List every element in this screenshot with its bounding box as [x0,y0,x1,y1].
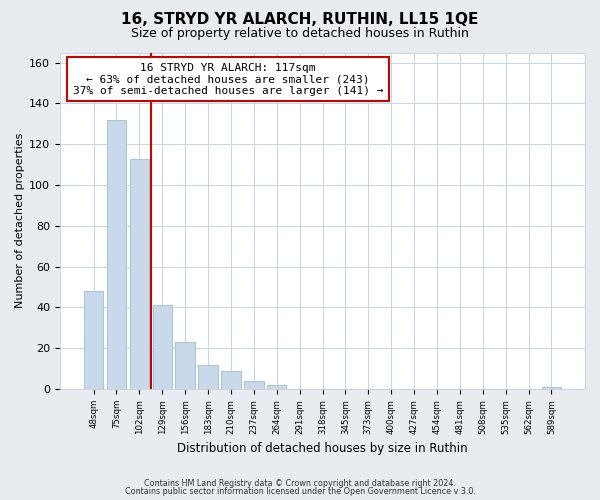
Bar [221,370,241,389]
Bar [244,381,263,389]
Text: 16 STRYD YR ALARCH: 117sqm
← 63% of detached houses are smaller (243)
37% of sem: 16 STRYD YR ALARCH: 117sqm ← 63% of deta… [73,62,383,96]
Bar [175,342,195,389]
Bar [107,120,126,389]
Text: Contains HM Land Registry data © Crown copyright and database right 2024.: Contains HM Land Registry data © Crown c… [144,478,456,488]
Bar [267,385,286,389]
Bar [130,158,149,389]
Bar [84,291,103,389]
X-axis label: Distribution of detached houses by size in Ruthin: Distribution of detached houses by size … [177,442,468,455]
Bar [199,364,218,389]
Bar [542,387,561,389]
Y-axis label: Number of detached properties: Number of detached properties [15,133,25,308]
Bar [152,306,172,389]
Text: 16, STRYD YR ALARCH, RUTHIN, LL15 1QE: 16, STRYD YR ALARCH, RUTHIN, LL15 1QE [121,12,479,28]
Text: Contains public sector information licensed under the Open Government Licence v : Contains public sector information licen… [125,487,475,496]
Text: Size of property relative to detached houses in Ruthin: Size of property relative to detached ho… [131,28,469,40]
